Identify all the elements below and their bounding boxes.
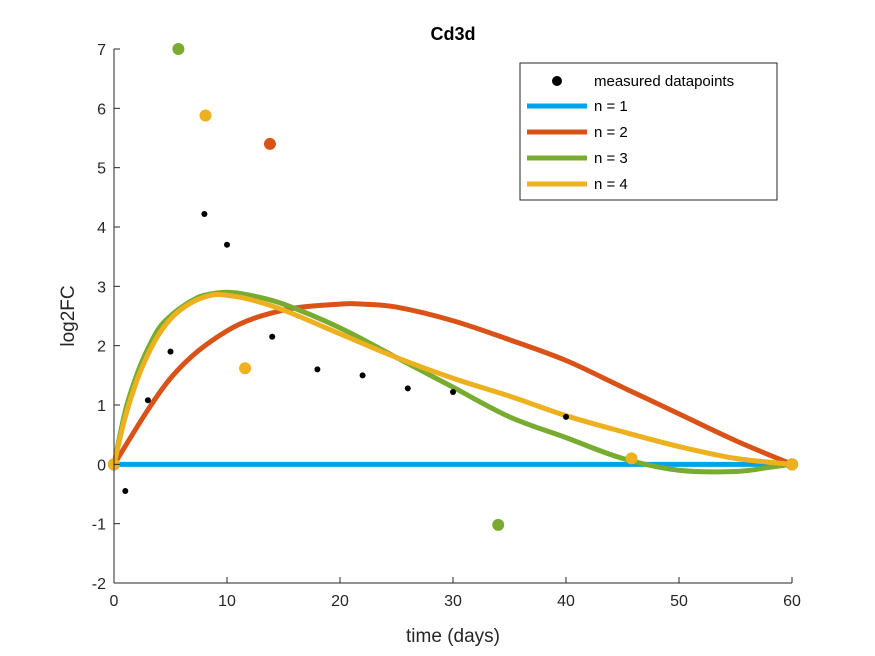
- legend-label-n4: n = 4: [594, 176, 628, 193]
- legend-label-n3: n = 3: [594, 150, 628, 167]
- measured-point: [359, 372, 366, 379]
- y-tick-label: 1: [97, 398, 106, 415]
- measured-point: [314, 366, 321, 373]
- axes-layer: 0 10 20 30 40 50 60 -2 -1 0 1 2 3 4 5 6 7: [92, 42, 801, 610]
- y-axis-label: log2FC: [58, 285, 79, 346]
- legend-label-n2: n = 2: [594, 124, 628, 141]
- knot-marker-n3: [492, 518, 505, 531]
- measured-point: [404, 385, 411, 392]
- y-tick-label: 2: [97, 339, 106, 356]
- knots-layer: [108, 43, 798, 531]
- x-tick-label: 10: [218, 593, 236, 610]
- y-tick-label: 0: [97, 457, 106, 474]
- knot-marker-n4: [199, 109, 212, 122]
- y-tick-label: -1: [92, 517, 106, 534]
- knot-marker-n3: [172, 43, 185, 55]
- y-tick-label: 4: [97, 220, 106, 237]
- measured-point: [167, 348, 174, 355]
- legend-marker-measured: [552, 76, 562, 86]
- legend: measured datapoints n = 1 n = 2 n = 3 n …: [519, 62, 778, 201]
- measured-point: [563, 413, 569, 420]
- knot-marker-n2: [263, 137, 276, 150]
- x-tick-label: 40: [557, 593, 575, 610]
- series-line-n4: [111, 291, 793, 467]
- measured-point: [269, 333, 276, 340]
- knot-marker-n4: [239, 362, 252, 375]
- chart-title: Cd3d: [431, 24, 476, 44]
- legend-label-n1: n = 1: [594, 98, 628, 115]
- y-tick-label: 5: [97, 161, 106, 178]
- measured-point: [201, 210, 208, 217]
- x-tick-label: 60: [783, 593, 801, 610]
- x-tick-label: 30: [444, 593, 462, 610]
- measured-point: [224, 241, 230, 248]
- measured-point: [144, 397, 151, 404]
- series-line-n2: [111, 301, 793, 467]
- y-tick-label: 3: [97, 279, 106, 296]
- measured-points-layer: [122, 210, 569, 495]
- series-line-n3: [111, 289, 793, 475]
- knot-marker-n4: [786, 458, 798, 471]
- knot-marker-n4: [625, 452, 638, 465]
- x-tick-label: 50: [670, 593, 688, 610]
- y-tick-label: 6: [97, 101, 106, 118]
- x-tick-label: 20: [331, 593, 349, 610]
- measured-point: [450, 388, 456, 395]
- measured-point: [122, 488, 129, 495]
- legend-label-measured: measured datapoints: [594, 73, 734, 90]
- y-tick-label: -2: [92, 576, 106, 593]
- x-axis-label: time (days): [406, 626, 500, 647]
- series-layer: [111, 289, 793, 475]
- y-tick-label: 7: [97, 42, 106, 59]
- x-tick-label: 0: [110, 593, 119, 610]
